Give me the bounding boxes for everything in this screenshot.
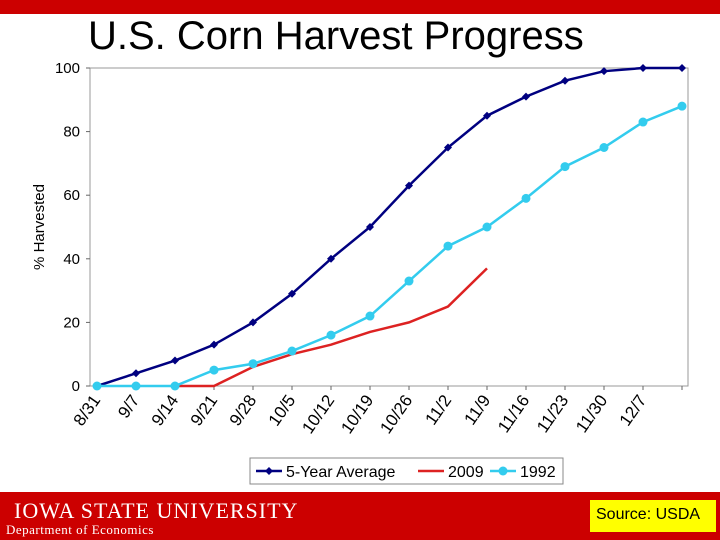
data-point bbox=[132, 369, 140, 378]
data-point bbox=[483, 111, 491, 120]
x-tick-label: 11/16 bbox=[494, 391, 533, 436]
x-tick-label: 8/31 bbox=[70, 391, 105, 429]
data-point bbox=[248, 359, 258, 369]
data-point bbox=[561, 76, 569, 85]
legend-marker bbox=[498, 466, 508, 476]
data-point bbox=[404, 276, 414, 286]
x-tick-label: 10/26 bbox=[376, 391, 416, 437]
data-point bbox=[92, 381, 102, 391]
y-tick-label: 60 bbox=[63, 187, 80, 204]
data-point bbox=[443, 241, 453, 251]
x-tick-label: 11/23 bbox=[533, 391, 572, 436]
y-tick-label: 100 bbox=[55, 60, 80, 77]
x-tick-label: 9/28 bbox=[226, 391, 261, 429]
data-point bbox=[639, 64, 647, 72]
page-title: U.S. Corn Harvest Progress bbox=[88, 14, 584, 58]
top-accent-bar bbox=[0, 0, 720, 14]
data-point bbox=[209, 365, 219, 375]
series-line-2 bbox=[97, 105, 683, 388]
data-point bbox=[599, 143, 609, 152]
x-tick-label: 12/7 bbox=[616, 391, 651, 429]
x-tick-label: 10/5 bbox=[265, 391, 300, 429]
data-point bbox=[170, 381, 180, 391]
data-point bbox=[405, 181, 413, 190]
data-point bbox=[522, 92, 530, 101]
source-badge: Source: USDA bbox=[590, 500, 716, 532]
legend-box bbox=[249, 457, 564, 485]
data-point bbox=[326, 330, 336, 340]
x-tick-label: 11/30 bbox=[572, 391, 611, 436]
data-point bbox=[444, 143, 452, 152]
data-point bbox=[210, 340, 218, 349]
x-tick-label: 10/12 bbox=[298, 391, 338, 437]
y-tick-label: 40 bbox=[63, 251, 80, 268]
x-tick-label: 9/14 bbox=[148, 391, 183, 429]
data-point bbox=[560, 162, 570, 172]
y-axis-label: % Harvested bbox=[31, 184, 48, 270]
x-tick-label: 9/21 bbox=[187, 391, 222, 429]
data-point bbox=[600, 67, 608, 76]
university-logo-text: IOWA STATE UNIVERSITY bbox=[14, 498, 299, 523]
legend-label: 1992 bbox=[520, 464, 556, 481]
data-point bbox=[249, 318, 257, 327]
data-point bbox=[288, 289, 296, 298]
y-tick-label: 0 bbox=[72, 378, 80, 395]
series-line-1 bbox=[175, 267, 488, 388]
data-point bbox=[482, 222, 492, 232]
legend-marker bbox=[265, 467, 273, 475]
series-line-0 bbox=[96, 66, 682, 388]
source-text: Source: USDA bbox=[596, 506, 701, 523]
legend-label: 2009 bbox=[448, 464, 484, 481]
data-point bbox=[131, 381, 141, 391]
x-tick-label: 9/7 bbox=[114, 391, 143, 421]
data-point bbox=[366, 223, 374, 231]
data-point bbox=[677, 101, 687, 111]
y-tick-label: 20 bbox=[63, 314, 80, 331]
data-point bbox=[327, 254, 335, 263]
data-point bbox=[678, 64, 686, 72]
data-point bbox=[171, 356, 179, 365]
data-point bbox=[365, 311, 375, 321]
plot-area bbox=[89, 67, 689, 387]
data-point bbox=[287, 346, 297, 356]
data-point bbox=[521, 193, 531, 203]
x-tick-label: 11/2 bbox=[421, 391, 455, 428]
legend-label: 5-Year Average bbox=[286, 464, 396, 481]
y-tick-label: 80 bbox=[63, 124, 80, 141]
department-name: Department of Economics bbox=[6, 522, 154, 537]
data-point bbox=[638, 117, 648, 127]
x-tick-label: 11/9 bbox=[460, 391, 494, 428]
x-tick-label: 10/19 bbox=[337, 391, 377, 437]
